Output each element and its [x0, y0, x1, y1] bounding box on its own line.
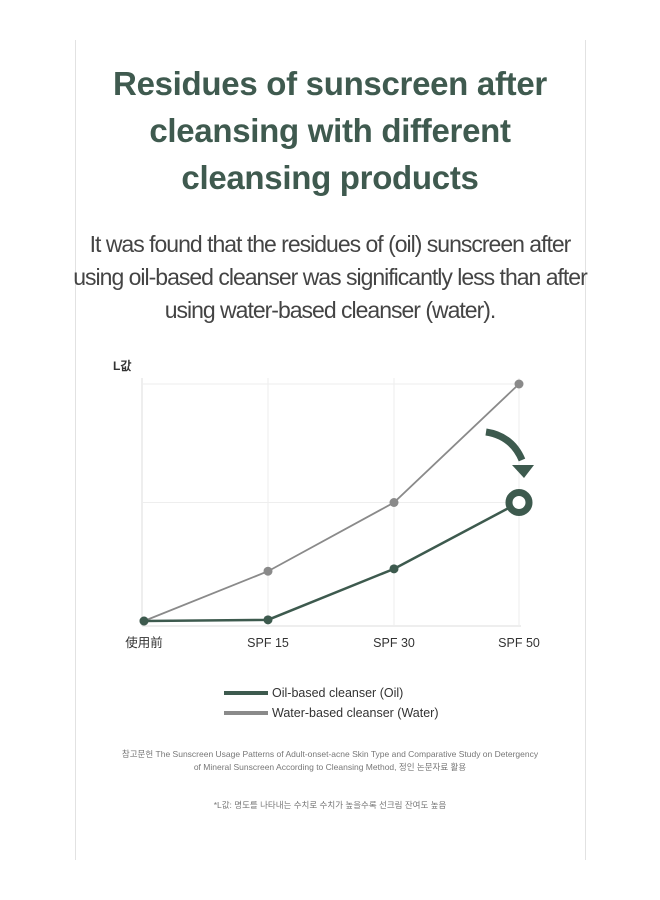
x-tick-label: SPF 15 — [247, 636, 289, 650]
x-tick-label: SPF 50 — [498, 636, 540, 650]
subtitle: It was found that the residues of (oil) … — [73, 231, 587, 323]
page-title: Residues of sunscreen after cleansing wi… — [113, 65, 547, 196]
frame-right-line — [585, 40, 586, 860]
legend-item-water: Water-based cleanser (Water) — [224, 703, 439, 723]
data-point-water — [514, 379, 524, 389]
x-tick-label: SPF 30 — [373, 636, 415, 650]
legend: Oil-based cleanser (Oil) Water-based cle… — [224, 683, 439, 723]
frame-left-line — [75, 40, 76, 860]
data-point-oil — [389, 564, 399, 574]
footnote: *L값: 명도를 나타내는 수치로 수치가 높을수록 선크림 잔여도 높음 — [213, 800, 447, 810]
arrow-icon — [485, 428, 526, 462]
legend-item-oil: Oil-based cleanser (Oil) — [224, 683, 439, 703]
highlight-point-oil — [505, 489, 533, 516]
data-point-water — [263, 566, 273, 576]
data-point-water — [389, 498, 399, 507]
legend-swatch-water — [224, 711, 268, 715]
y-axis-label: L값 — [113, 359, 131, 373]
series-line-water — [143, 383, 520, 622]
series-line-oil — [143, 501, 520, 623]
legend-label-oil: Oil-based cleanser (Oil) — [272, 686, 404, 700]
data-point-oil — [139, 616, 149, 626]
references: 참고문헌 The Sunscreen Usage Patterns of Adu… — [121, 749, 539, 772]
data-point-oil — [263, 615, 273, 625]
arrow-head-icon — [512, 465, 534, 478]
legend-swatch-oil — [224, 691, 268, 695]
x-tick-label: 使用前 — [125, 635, 163, 650]
legend-label-water: Water-based cleanser (Water) — [272, 706, 439, 720]
